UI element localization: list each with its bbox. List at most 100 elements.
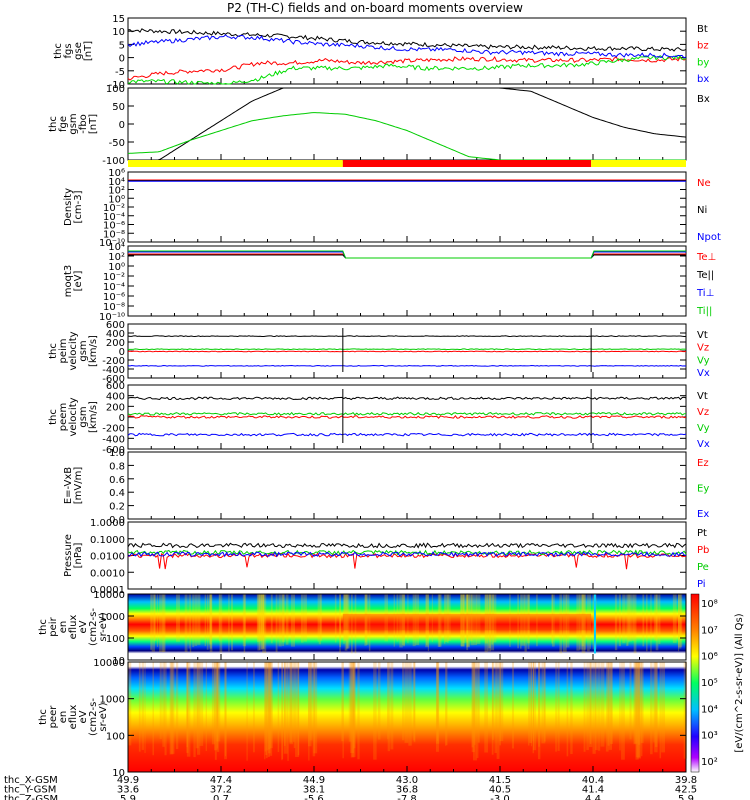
spectrogram-noise <box>402 662 405 741</box>
spectrogram-noise <box>265 662 268 756</box>
spectrogram-noise <box>654 662 658 753</box>
ytick-label: 10⁻⁸ <box>103 302 125 313</box>
spectrogram-noise <box>266 662 269 751</box>
spectrogram-noise <box>466 594 470 647</box>
ytick-label: -200 <box>102 424 125 435</box>
spectrogram-noise <box>436 662 440 744</box>
ylabel-line: thc <box>48 409 59 425</box>
ytick-label: 10⁻¹⁰ <box>99 238 125 249</box>
ytick-label: 0 <box>119 413 125 424</box>
legend-peem: Vy <box>697 423 710 434</box>
spectrogram-noise <box>581 594 586 654</box>
spectrogram-noise <box>628 594 630 643</box>
ytick-label: 1000 <box>100 695 125 706</box>
ylabel-line: thc <box>48 343 59 359</box>
spectrogram-noise <box>619 662 621 751</box>
orbit-value: 33.6 <box>117 785 139 796</box>
series-line-fgs <box>127 28 687 52</box>
ylabel-peem: thc peem velocity gsm [km/s] <box>48 397 99 436</box>
ylabel-line: peim <box>58 338 69 363</box>
spectrogram-noise <box>678 594 680 652</box>
ytick-label: 10⁶ <box>108 168 125 179</box>
orbit-value: -5.6 <box>304 794 324 800</box>
spectrogram-noise <box>164 662 167 756</box>
ytick-label: 0.0 <box>109 515 125 526</box>
spectrogram-noise <box>289 662 293 743</box>
ylabel-line: (cm2-s- <box>88 698 99 736</box>
spectrogram-noise <box>683 662 688 759</box>
colorbar-tick: 10³ <box>701 731 718 742</box>
panel-frame <box>127 451 687 520</box>
spectrogram-noise <box>509 594 511 647</box>
status-segment <box>128 160 343 167</box>
spectrogram-noise <box>532 662 537 751</box>
ylabel-line: gse <box>73 42 84 60</box>
spectrogram-noise <box>412 662 416 741</box>
ytick-label: 10⁻⁴ <box>103 212 125 223</box>
spectrogram-noise <box>219 594 223 653</box>
ylabel-line: peer <box>48 705 59 729</box>
legend-efield: Ez <box>697 458 709 469</box>
orbit-value: 37.2 <box>210 785 232 796</box>
series-line-peim <box>127 335 687 338</box>
spectrogram-noise <box>494 662 497 753</box>
ytick-label: 10⁻⁶ <box>103 221 125 232</box>
spectrogram-noise <box>265 662 268 759</box>
spectrogram-noise <box>471 662 474 748</box>
spectrogram-noise <box>639 662 641 758</box>
ytick-label: -400 <box>102 434 125 445</box>
spectrogram-noise <box>589 662 592 745</box>
spectrogram-noise <box>365 594 369 645</box>
spectrogram-noise <box>194 594 198 646</box>
spectrogram-noise <box>465 594 469 643</box>
spectrogram-noise <box>303 594 307 642</box>
spectrogram-noise <box>348 662 352 742</box>
ytick-label: -5 <box>115 67 125 78</box>
spectrogram-noise <box>260 594 264 641</box>
ytick-label: 10⁰ <box>108 262 125 273</box>
ylabel-line: Density <box>63 188 74 226</box>
ylabel-pressure: Pressure [nPa] <box>63 534 84 577</box>
spectrogram-noise <box>163 594 166 652</box>
spectrogram-noise <box>368 594 371 651</box>
ylabel-line: eV <box>78 710 89 723</box>
orbit-value: 47.4 <box>210 775 232 786</box>
spectrogram-noise <box>246 662 248 761</box>
ytick-label: 100 <box>106 731 125 742</box>
ytick-label: 100 <box>106 634 125 645</box>
ylabel-line: thc <box>38 619 49 635</box>
spectrogram-noise <box>192 594 195 648</box>
orbit-value: 40.4 <box>582 775 604 786</box>
spectrogram-noise <box>216 662 220 752</box>
ytick-label: 400 <box>106 329 125 340</box>
spectrogram-noise <box>592 662 596 754</box>
ylabel-line: [nT] <box>83 41 94 61</box>
spectrogram-noise <box>431 594 433 643</box>
orbit-value: 49.9 <box>117 775 139 786</box>
spectrogram-noise <box>267 662 270 757</box>
spectrogram-noise <box>169 662 174 755</box>
spectrogram-noise <box>218 594 221 642</box>
ylabel-line: eV <box>78 620 89 633</box>
series-line-peem <box>127 414 687 419</box>
ytick-label: 0.0100 <box>90 552 125 563</box>
spectrogram-noise <box>499 662 502 746</box>
ylabel-line: en <box>58 621 69 634</box>
spectrogram-noise <box>595 662 598 751</box>
spectrogram-noise <box>629 662 632 740</box>
spectrogram-noise <box>487 594 491 652</box>
spectrogram-noise <box>587 594 590 652</box>
spectrogram-noise <box>445 662 448 746</box>
spectrogram-noise <box>364 594 367 646</box>
colorbar: 10⁸ 10⁷ 10⁶ 10⁵ 10⁴ 10³ 10² [eV/(cm^2-s-sr-eV)]… <box>690 593 745 773</box>
ylabel-line: E=-VxB <box>63 467 74 504</box>
spectrogram-noise <box>581 594 585 647</box>
legend-efield: Ey <box>697 484 709 495</box>
spectrogram-noise <box>415 594 420 646</box>
spectrogram-noise <box>153 594 157 641</box>
ytick-label: 0.8 <box>109 461 125 472</box>
spectrogram-noise <box>654 594 658 641</box>
spectrogram-noise <box>551 594 553 644</box>
